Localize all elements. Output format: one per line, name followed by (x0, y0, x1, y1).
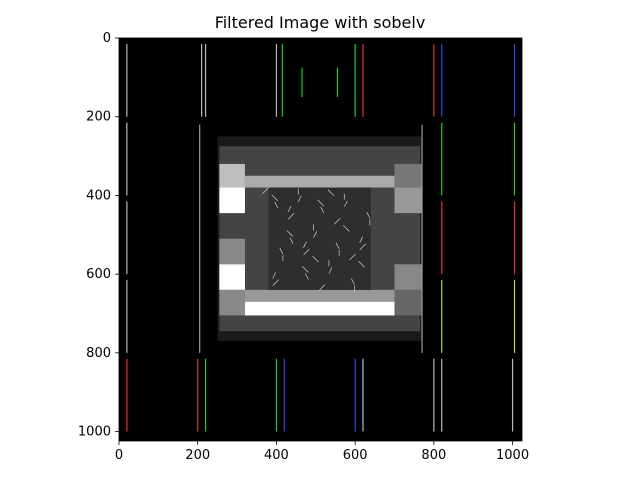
photo-edge (351, 278, 355, 285)
pattern-block (394, 163, 423, 188)
pattern-block (219, 187, 245, 214)
photo-edge (344, 200, 348, 208)
chart-title: Filtered Image with sobelv (215, 13, 426, 32)
photo-edge (272, 272, 277, 279)
photo-edge (359, 236, 364, 243)
pattern-block (394, 187, 423, 214)
photo-edge (359, 243, 367, 251)
pattern-block (219, 163, 245, 188)
photo-edge (366, 211, 371, 219)
photo-edge (262, 187, 269, 194)
y-tick-label: 600 (86, 267, 111, 282)
photo-edge (349, 253, 356, 261)
pattern-block (244, 289, 395, 302)
pattern-block (394, 264, 423, 290)
photo-edge (333, 218, 341, 225)
photo-edge (320, 206, 325, 214)
photo-edge (317, 199, 324, 207)
x-tick-label: 1000 (496, 448, 529, 463)
axes-spines (118, 37, 523, 442)
photo-edge (313, 231, 317, 238)
photo-edge (303, 248, 310, 256)
x-tick-label: 0 (115, 448, 123, 463)
pattern-block (219, 264, 245, 290)
pattern-block (219, 238, 245, 265)
photo-edge (342, 225, 350, 232)
pattern-photo (268, 187, 371, 290)
photo-edge (286, 230, 294, 237)
photo-edge (302, 266, 309, 273)
y-tick-label: 400 (86, 188, 111, 203)
pattern-block (244, 175, 395, 188)
x-tick-label: 200 (185, 448, 210, 463)
y-tick-label: 200 (86, 110, 111, 125)
y-tick-label: 1000 (78, 425, 111, 440)
x-tick-label: 600 (343, 448, 368, 463)
axes: 0 200 400 600 800 1000 0 200 400 600 800 1000 (78, 31, 529, 463)
photo-edge (305, 273, 309, 280)
photo-edge (274, 201, 279, 209)
photo-edge (303, 241, 307, 248)
photo-edge (312, 255, 319, 263)
photo-edge (271, 194, 278, 201)
photo-edge (289, 237, 294, 244)
photo-edge (358, 260, 365, 268)
x-tick-label: 800 (421, 448, 446, 463)
pattern-block (244, 301, 395, 316)
photo-edge (318, 284, 326, 292)
photo-edge (272, 279, 280, 286)
photo-edge (327, 189, 335, 196)
photo-edge (328, 267, 333, 274)
y-tick-label: 0 (103, 31, 111, 46)
photo-edge (287, 205, 292, 213)
photo-edge (279, 247, 284, 255)
photo-edge (335, 242, 340, 249)
photo-edge (287, 212, 295, 220)
pattern-block (394, 289, 423, 316)
filtered-image (119, 38, 522, 441)
pattern-block (219, 289, 245, 316)
y-tick-label: 800 (86, 346, 111, 361)
photo-edge (297, 195, 302, 202)
x-tick-label: 400 (264, 448, 289, 463)
